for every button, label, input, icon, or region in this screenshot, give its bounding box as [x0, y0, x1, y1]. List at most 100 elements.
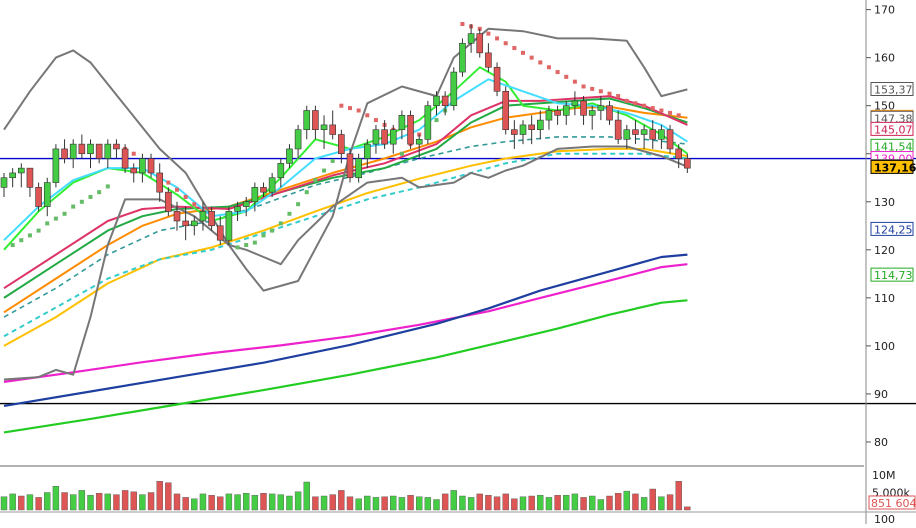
candle-76	[658, 124, 665, 149]
volume-bar-19	[165, 482, 172, 511]
candle-body-62	[536, 119, 544, 131]
volume-bar-57	[493, 496, 501, 511]
candle-30	[260, 182, 267, 197]
candle-73	[632, 120, 639, 145]
candle-body-72	[623, 129, 631, 140]
candle-body-0	[0, 177, 8, 188]
candle-43	[372, 124, 380, 154]
candle-body-28	[242, 201, 250, 207]
overlay-line-8	[3, 95, 688, 290]
candle-1	[9, 168, 16, 188]
volume-bar-78	[675, 481, 682, 511]
y-tick-label-8: 90	[874, 388, 888, 401]
volume-bar-53	[459, 495, 466, 511]
candle-body-73	[632, 129, 639, 135]
candle-47	[407, 110, 414, 149]
overlay-line-6	[3, 136, 688, 318]
psar-dot-31	[304, 190, 309, 195]
volume-bar-7	[61, 492, 68, 511]
psar-dot-36	[348, 106, 352, 111]
candle-body-8	[69, 143, 77, 159]
volume-bar-63	[545, 497, 553, 511]
volume-bar-58	[502, 493, 509, 511]
candle-body-13	[113, 143, 120, 150]
candle-body-76	[658, 129, 665, 140]
psar-dot-0	[10, 243, 15, 248]
candle-71	[614, 110, 622, 145]
candle-body-46	[398, 114, 406, 131]
price-tag-3: 145,07	[870, 121, 914, 136]
candle-23	[199, 201, 207, 231]
candle-body-35	[303, 110, 311, 131]
candle-21	[182, 206, 189, 241]
candle-8	[69, 139, 77, 169]
volume-bar-27	[234, 494, 241, 511]
psar-dot-2	[27, 233, 32, 238]
candle-body-79	[684, 158, 691, 169]
volume-bar-39	[338, 490, 345, 511]
candle-body-55	[476, 33, 484, 54]
psar-dot-74	[676, 113, 681, 118]
candle-61	[528, 115, 535, 145]
candle-body-32	[277, 163, 285, 179]
volume-bar-61	[528, 495, 535, 511]
volume-last-label: 851 604	[871, 497, 916, 510]
volume-bar-71	[614, 493, 622, 511]
candle-75	[649, 120, 657, 149]
candle-body-7	[61, 148, 68, 159]
candle-2	[17, 163, 25, 188]
candle-body-54	[467, 33, 475, 44]
y-tick-label-4: 130	[874, 196, 895, 209]
candle-67	[580, 96, 587, 125]
psar-dot-68	[624, 98, 629, 103]
candle-59	[511, 120, 518, 149]
psar-dot-71	[650, 106, 655, 111]
candle-body-40	[346, 153, 354, 179]
candle-body-26	[225, 211, 233, 241]
volume-bar-40	[346, 496, 354, 511]
candle-18	[156, 163, 163, 202]
psar-dot-34	[330, 158, 335, 163]
candle-body-53	[459, 42, 466, 73]
candle-49	[424, 100, 432, 145]
candle-body-77	[666, 129, 674, 150]
candle-body-69	[597, 105, 605, 111]
volume-bar-12	[104, 493, 112, 511]
candle-body-16	[139, 158, 146, 174]
candle-31	[268, 172, 276, 197]
volume-bar-15	[130, 491, 137, 511]
volume-bar-47	[407, 495, 414, 511]
candle-body-52	[450, 71, 458, 106]
price-tag-label-4: 141,54	[874, 140, 913, 153]
candle-body-4	[35, 187, 42, 207]
volume-bar-29	[251, 495, 259, 511]
volume-bar-10	[87, 495, 94, 511]
candle-22	[191, 216, 198, 236]
volume-bar-11	[95, 493, 103, 511]
candle-body-66	[571, 100, 579, 106]
volume-bar-49	[424, 497, 432, 511]
candle-32	[277, 158, 285, 188]
candle-65	[562, 100, 570, 125]
candle-body-20	[173, 211, 181, 222]
volume-bar-4	[35, 497, 42, 511]
volume-bar-37	[320, 495, 328, 511]
volume-bar-54	[467, 497, 475, 511]
volume-bar-9	[78, 490, 86, 511]
price-tag-box-7	[870, 159, 914, 174]
psar-dot-10	[97, 190, 102, 195]
candle-54	[467, 24, 475, 53]
candle-body-38	[329, 124, 337, 135]
y-tick-label-0: 170	[874, 4, 895, 17]
price-tag-0: 153,37	[870, 82, 914, 97]
psar-dot-29	[287, 211, 292, 216]
candle-body-44	[381, 129, 388, 145]
volume-bar-65	[563, 495, 570, 511]
candle-body-17	[147, 158, 155, 174]
candle-body-25	[216, 225, 224, 241]
psar-dot-35	[339, 103, 344, 108]
candle-body-31	[268, 177, 276, 193]
candle-69	[597, 96, 605, 121]
candle-34	[294, 124, 302, 159]
candle-body-60	[519, 124, 527, 135]
